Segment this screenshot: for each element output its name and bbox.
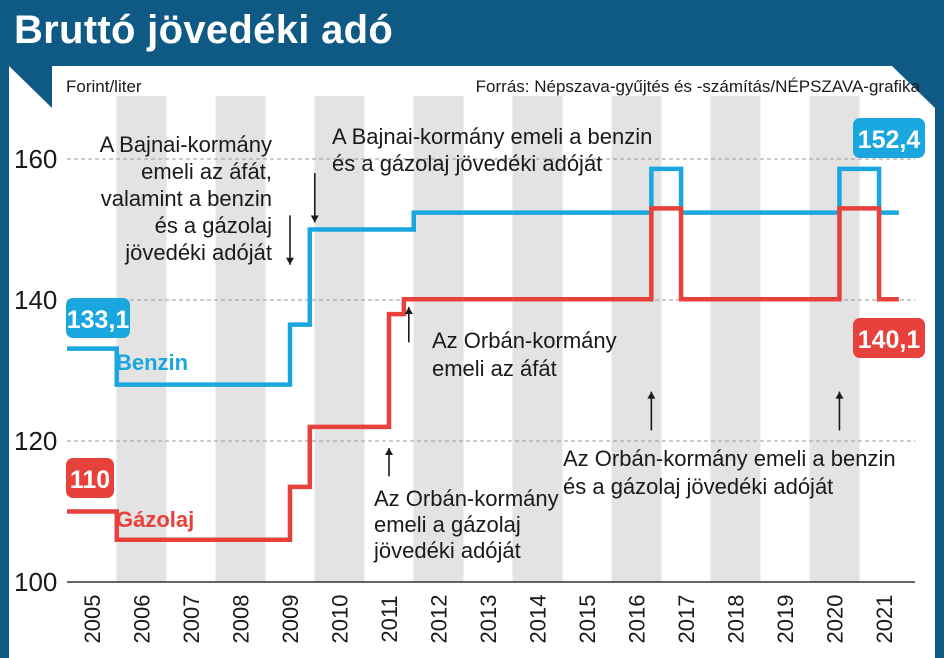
annotation-text: A Bajnai-kormány emeli a benzin és a gázo…	[332, 124, 652, 176]
series-line	[67, 166, 899, 387]
annotation-arrowhead	[647, 391, 656, 399]
start-value-label: 110	[70, 466, 110, 494]
annotation-line: A Bajnai-kormány emeli a benzin	[332, 124, 652, 149]
annotation-line: emeli az áfát,	[141, 159, 272, 184]
start-value-label: 133,1	[67, 306, 130, 334]
annotation-arrowhead	[385, 448, 393, 456]
end-value-badge	[853, 318, 925, 358]
x-tick-labels: 2005 2006 2007 2008 2009 2010 2011 2012 2013 2014…	[80, 595, 897, 644]
x-tick-label: 2021	[872, 595, 897, 644]
annotations: A Bajnai-kormány emeli az áfát, valamint a…	[100, 124, 896, 563]
year-band	[116, 96, 167, 582]
x-tick-label: 2007	[179, 595, 204, 644]
series-name-label: Gázolaj	[116, 507, 194, 532]
x-tick-label: 2020	[823, 595, 848, 644]
end-value-label: 140,1	[858, 326, 921, 354]
y-tick-label: 140	[14, 285, 57, 315]
end-value-badge	[853, 118, 925, 158]
series-benzin: Benzin 133,1 152,4	[66, 118, 925, 387]
chart-title: Bruttó jövedéki adó	[14, 8, 394, 52]
y-tick-label: 160	[14, 144, 57, 174]
x-tick-label: 2014	[526, 595, 551, 644]
annotation-arrowhead	[310, 215, 319, 223]
year-band	[413, 96, 464, 582]
annotation-text: Az Orbán-kormány emeli a benzin és a gázo…	[563, 446, 896, 499]
y-tick-label: 120	[14, 426, 57, 456]
frame-corner-left	[9, 66, 52, 108]
x-tick-label: 2015	[575, 595, 600, 644]
end-value-label: 152,4	[858, 126, 921, 154]
x-tick-label: 2016	[625, 595, 650, 644]
annotation-line: Az Orbán-kormány	[432, 328, 617, 353]
x-tick-label: 2006	[130, 595, 155, 644]
x-tick-label: 2010	[328, 595, 353, 644]
annotation-text: A Bajnai-kormány emeli az áfát, valamint a…	[100, 132, 272, 265]
annotation-arrowhead	[286, 257, 294, 265]
annotation-line: és a gázolaj jövedéki adóját	[563, 474, 833, 499]
year-band	[215, 96, 266, 582]
x-tick-label: 2018	[724, 595, 749, 644]
title-bar: Bruttó jövedéki adó	[0, 0, 944, 66]
annotation-line: jövedéki adóját	[373, 538, 521, 563]
frame-corner-right	[892, 66, 935, 108]
x-tick-label: 2009	[278, 595, 303, 644]
series-name-label: Benzin	[116, 350, 188, 375]
annotation-line: és a gázolaj jövedéki adóját	[332, 151, 602, 176]
annotation-arrowhead	[835, 391, 844, 399]
x-tick-label: 2017	[674, 595, 699, 644]
frame-right	[935, 66, 944, 658]
frame-left	[0, 66, 9, 658]
annotation-line: jövedéki adóját	[124, 240, 272, 265]
start-value-badge	[66, 298, 130, 338]
x-tick-label: 2008	[229, 595, 254, 644]
annotation-line: Az Orbán-kormány emeli a benzin	[563, 446, 896, 471]
annotation-arrowhead	[404, 307, 413, 315]
annotation-text: Az Orbán-kormány emeli a gázolaj jövedéki …	[373, 486, 559, 563]
annotation-text: Az Orbán-kormány emeli az áfát	[432, 328, 617, 381]
y-axis-unit: Forint/liter	[66, 77, 142, 96]
series-line	[67, 206, 899, 542]
y-tick-labels: 100 120 140 160	[14, 144, 57, 597]
year-band	[809, 96, 860, 582]
year-band	[710, 96, 761, 582]
x-tick-label: 2013	[476, 595, 501, 644]
annotation-line: valamint a benzin	[101, 186, 272, 211]
year-band	[314, 96, 365, 582]
annotation-line: emeli az áfát	[432, 356, 557, 381]
x-tick-label: 2012	[427, 595, 452, 644]
annotation-line: Az Orbán-kormány	[374, 486, 559, 511]
x-tick-label: 2019	[773, 595, 798, 644]
source-note: Forrás: Népszava-gyűjtés és -számítás/NÉ…	[476, 77, 921, 96]
annotation-line: emeli a gázolaj	[374, 512, 521, 537]
x-tick-label: 2011	[377, 595, 402, 642]
annotation-line: és a gázolaj	[155, 213, 272, 238]
x-tick-label: 2005	[80, 595, 105, 644]
start-value-badge	[66, 458, 114, 498]
year-band	[512, 96, 563, 582]
y-tick-label: 100	[14, 567, 57, 597]
annotation-line: A Bajnai-kormány	[100, 132, 272, 157]
